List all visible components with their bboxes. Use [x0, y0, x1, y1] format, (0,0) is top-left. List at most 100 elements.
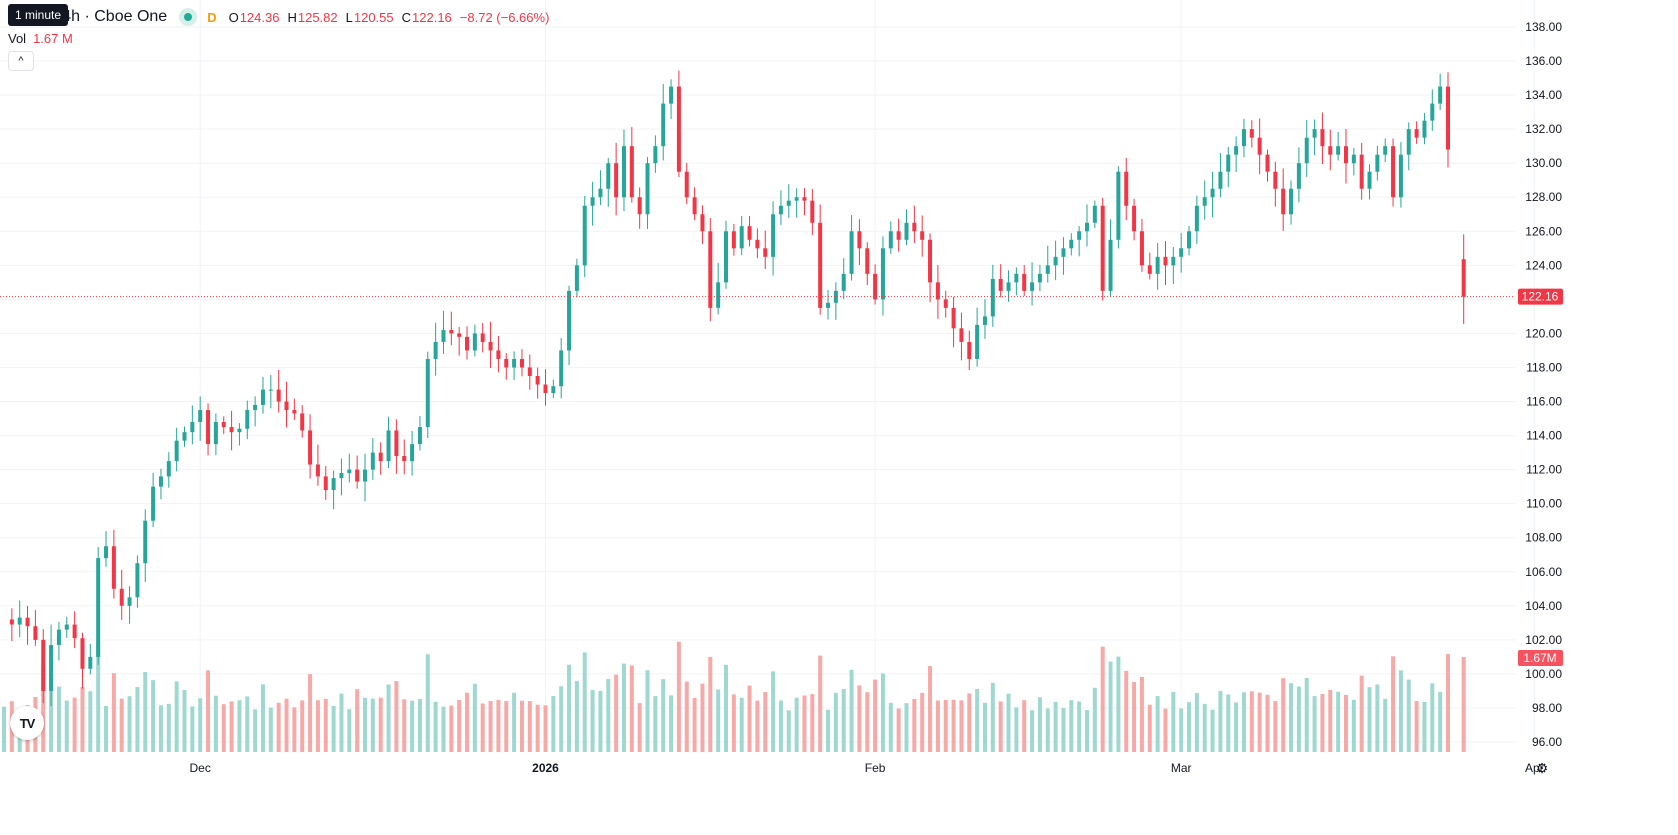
data-flag[interactable]: D	[207, 9, 217, 25]
candle-body	[386, 430, 391, 462]
candle-body	[221, 421, 226, 428]
market-status-icon[interactable]	[179, 8, 198, 26]
candle-body	[724, 231, 728, 283]
candle-body	[237, 428, 242, 433]
candle	[833, 282, 838, 320]
tradingview-logo[interactable]: TV	[10, 706, 44, 740]
candle-body	[567, 290, 572, 351]
candle	[653, 135, 658, 173]
volume-bar	[1037, 697, 1042, 752]
candle	[747, 216, 752, 247]
candle-body	[441, 330, 446, 342]
candle	[1045, 245, 1050, 283]
volume-bar	[1014, 707, 1019, 752]
candle	[771, 201, 776, 276]
candle	[967, 330, 972, 370]
low-value: 120.55	[353, 9, 394, 25]
candle-body	[1139, 231, 1144, 266]
candle-body	[111, 546, 116, 589]
candle-body	[80, 638, 85, 669]
volume-bar	[786, 710, 791, 752]
candle-body	[1100, 205, 1105, 291]
candle-body	[598, 188, 603, 198]
volume-bar	[472, 683, 477, 752]
candle	[1014, 267, 1019, 296]
candle	[433, 322, 438, 376]
candle	[1296, 147, 1301, 203]
candle-body	[1281, 188, 1286, 215]
candle	[260, 376, 265, 414]
volume-bar	[111, 673, 116, 752]
volume-bar	[653, 696, 658, 752]
candle	[1179, 233, 1184, 273]
candle	[865, 242, 870, 286]
time-tick-label: Apr	[1525, 761, 1544, 775]
candle	[198, 396, 203, 441]
candle-body	[1249, 129, 1254, 138]
time-axis: Dec2026FebMarAprMay	[190, 761, 1544, 775]
candle	[1438, 73, 1443, 110]
candle	[1320, 112, 1325, 165]
candle-body	[951, 307, 956, 329]
candle	[724, 220, 728, 289]
volume-bar	[1030, 710, 1035, 752]
volume-bar	[504, 701, 509, 752]
volume-bar	[221, 704, 226, 752]
volume-bar	[763, 692, 768, 752]
volume-bar	[1296, 686, 1301, 752]
candle-body	[206, 410, 211, 445]
volume-legend: Vol 1.67 M	[8, 31, 73, 46]
candle-body	[551, 386, 556, 394]
candle	[1336, 131, 1341, 161]
volume-bar	[1328, 690, 1333, 752]
volume-bar	[1391, 656, 1396, 752]
candle	[692, 187, 697, 221]
volume-bar	[614, 674, 619, 752]
candle	[151, 472, 156, 528]
candle-body	[1257, 137, 1262, 155]
candle-body	[394, 430, 399, 456]
candle-body	[347, 469, 352, 474]
candle	[559, 337, 564, 399]
candle-body	[606, 163, 611, 189]
volume-bar	[724, 664, 728, 752]
candle-body	[810, 200, 815, 223]
candle	[25, 605, 30, 645]
volume-bar	[880, 673, 885, 752]
candle-body	[1014, 273, 1019, 283]
volume-bar	[519, 700, 524, 752]
volume-bar	[802, 695, 807, 752]
volume-bar	[810, 694, 815, 752]
volume-bar	[441, 706, 446, 752]
volume-bar	[731, 694, 736, 752]
candle-body	[245, 410, 250, 429]
candle	[700, 205, 705, 245]
candle-body	[33, 626, 38, 640]
candle-body	[284, 401, 289, 411]
candle-body	[56, 629, 61, 645]
candle	[880, 236, 885, 316]
candle	[363, 453, 367, 502]
collapse-legend-button[interactable]: ^	[8, 51, 34, 71]
volume-bar	[1124, 670, 1129, 752]
volume-bar	[355, 689, 360, 752]
candle	[794, 188, 799, 218]
candle-body	[778, 205, 783, 215]
volume-bar	[174, 681, 179, 752]
volume-bar	[151, 680, 156, 752]
volume-bar	[410, 700, 415, 752]
candle	[912, 205, 917, 243]
volume-bar	[213, 695, 218, 752]
volume-bar	[268, 707, 273, 752]
price-tick-label: 138.00	[1525, 20, 1562, 34]
volume-bar	[512, 692, 517, 752]
candle	[574, 258, 579, 298]
volume-bar	[888, 702, 893, 752]
volume-bar	[1351, 699, 1356, 752]
volume-bar	[661, 679, 666, 752]
gear-icon[interactable]: ⚙	[1535, 759, 1549, 776]
chevron-up-icon: ^	[18, 55, 24, 67]
candle-body	[1077, 231, 1082, 240]
volume-bar	[1218, 691, 1223, 752]
